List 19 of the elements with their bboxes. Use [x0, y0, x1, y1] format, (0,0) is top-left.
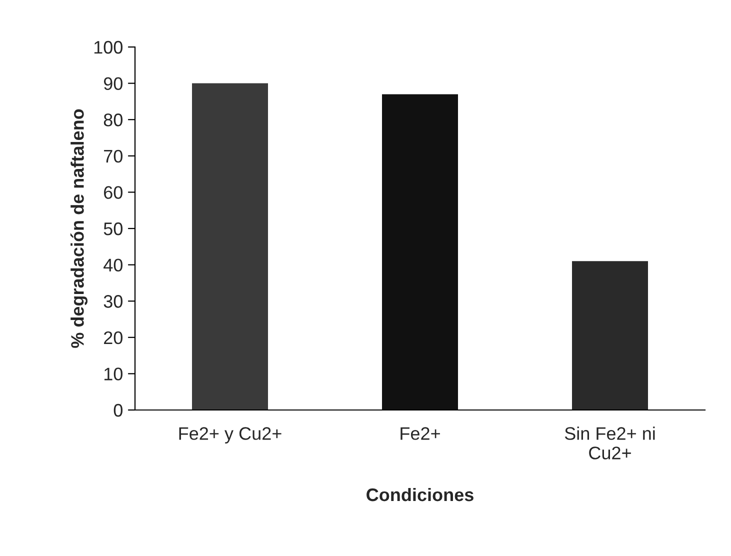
y-tick-label: 0 [114, 404, 122, 417]
x-axis-title: Condiciones [366, 488, 474, 502]
y-axis-title: % degradación de naftaleno [70, 109, 88, 348]
y-tick-label: 100 [94, 40, 122, 54]
y-tick-label: 20 [104, 331, 122, 344]
y-tick-label: 50 [104, 222, 122, 236]
y-tick-label: 40 [104, 258, 122, 272]
bar [192, 83, 268, 410]
y-tick-label: 90 [104, 77, 122, 90]
bar [572, 261, 648, 410]
y-tick-label: 10 [104, 368, 122, 380]
bar [382, 94, 458, 410]
y-tick-label: 30 [104, 295, 122, 308]
y-tick-label: 80 [104, 114, 122, 126]
x-tick-label: Sin Fe2+ ni Cu2+ [564, 426, 655, 460]
x-tick-label: Fe2+ y Cu2+ [179, 427, 282, 444]
y-tick-label: 60 [104, 186, 122, 199]
x-tick-label: Fe2+ [400, 427, 440, 440]
y-tick-label: 70 [104, 150, 122, 163]
